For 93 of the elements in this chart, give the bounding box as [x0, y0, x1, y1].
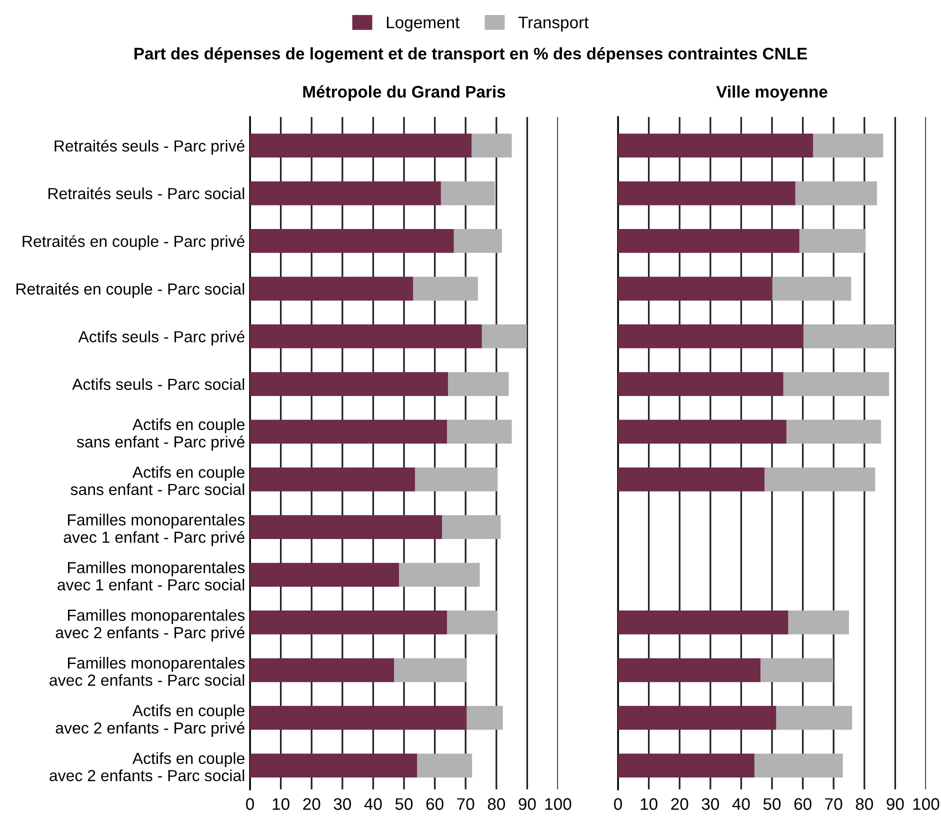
bar	[417, 754, 472, 778]
bar	[788, 610, 849, 634]
bar	[618, 181, 796, 206]
y-tick-label: Retraités en couple - Parc social	[16, 282, 244, 298]
bar	[399, 562, 480, 587]
bar	[772, 276, 852, 301]
bar	[618, 276, 772, 301]
bar	[618, 467, 765, 492]
bar	[618, 372, 784, 396]
bar	[482, 324, 527, 348]
bar	[250, 276, 414, 301]
chart-subtitle: Métropole du Grand Paris	[303, 85, 506, 101]
y-tick-label: Familles monoparentales avec 1 enfant - Parc social	[58, 562, 245, 590]
bar	[618, 706, 776, 730]
bar	[776, 706, 852, 730]
bar	[250, 181, 441, 206]
x-tick-label: 10	[640, 798, 658, 810]
y-tick-label: Familles monoparentales avec 2 enfants - Parc social	[50, 656, 245, 686]
chart-subtitle: Ville moyenne	[716, 85, 828, 101]
x-tick-label: 90	[518, 798, 536, 810]
y-tick-label: Retraités seuls - Parc social	[48, 187, 244, 200]
bar	[250, 754, 418, 778]
y-tick-label: Actifs en couple sans enfant - Parc social	[70, 466, 244, 496]
x-tick-label: 70	[825, 798, 842, 810]
bar	[250, 706, 467, 730]
x-tick-label: 90	[886, 798, 904, 810]
bar	[394, 658, 467, 682]
x-tick-label: 0	[246, 798, 254, 810]
bar	[803, 324, 895, 348]
x-tick-label: 70	[457, 798, 474, 810]
x-tick-label: 100	[545, 798, 572, 810]
x-tick-label: 80	[488, 798, 506, 810]
x-tick-label: 60	[426, 798, 444, 810]
legend-label: Logement	[386, 16, 460, 32]
bar	[454, 229, 502, 253]
y-tick-label: Actifs en couple sans enfant - Parc privé	[76, 418, 244, 451]
bar	[415, 467, 498, 492]
x-tick-label: 30	[702, 798, 720, 810]
y-tick-label: Actifs seuls - Parc privé	[78, 330, 244, 346]
y-tick-label: Retraités seuls - Parc privé	[54, 140, 244, 155]
x-tick-label: 80	[856, 798, 874, 810]
bar	[764, 467, 876, 492]
bar	[440, 181, 495, 206]
bar	[250, 658, 394, 682]
y-tick-label: Actifs en couple avec 2 enfants - Parc privé	[56, 704, 244, 737]
bar	[618, 134, 814, 158]
x-tick-label: 20	[303, 798, 320, 810]
bar	[250, 562, 400, 587]
x-tick-label: 40	[364, 798, 382, 810]
bar	[618, 229, 800, 253]
bar	[447, 610, 498, 634]
bar	[250, 610, 448, 634]
bar	[413, 276, 478, 301]
chart-title: Part des dépenses de logement et de transport en % des dépenses contraintes CNLE	[134, 47, 808, 63]
bar	[786, 420, 882, 444]
bar	[250, 134, 472, 158]
bar	[250, 515, 442, 540]
x-tick-label: 0	[614, 798, 622, 810]
bar	[618, 610, 788, 634]
bar	[472, 134, 512, 158]
bar	[618, 324, 804, 348]
bar	[466, 706, 503, 730]
bar	[754, 754, 843, 778]
x-tick-label: 30	[334, 798, 352, 810]
bar	[447, 420, 512, 444]
bar	[795, 181, 878, 206]
x-tick-label: 60	[794, 798, 812, 810]
y-tick-label: Actifs seuls - Parc social	[72, 378, 244, 390]
bar	[250, 229, 454, 253]
bar	[250, 467, 416, 492]
x-tick-label: 10	[272, 798, 290, 810]
bar	[618, 658, 761, 682]
bar	[760, 658, 834, 682]
x-tick-label: 20	[671, 798, 688, 810]
bar	[783, 372, 890, 396]
x-tick-label: 100	[913, 798, 940, 810]
bar	[442, 515, 501, 540]
bar	[618, 420, 786, 444]
x-tick-label: 40	[732, 798, 750, 810]
y-tick-label: Actifs en couple avec 2 enfants - Parc social	[50, 752, 244, 782]
bar	[250, 324, 482, 348]
bar	[250, 372, 448, 396]
legend-label: Transport	[518, 16, 589, 32]
bar	[250, 420, 448, 444]
y-tick-label: Familles monoparentales avec 1 enfant - Parc privé	[64, 514, 245, 546]
bar	[799, 229, 866, 253]
bar	[618, 754, 754, 778]
bar	[813, 134, 884, 158]
x-tick-label: 50	[395, 798, 413, 810]
y-tick-label: Retraités en couple - Parc privé	[22, 235, 244, 250]
x-tick-label: 50	[763, 798, 781, 810]
y-tick-label: Familles monoparentales avec 2 enfants - Parc privé	[56, 609, 245, 642]
bar	[448, 372, 509, 396]
